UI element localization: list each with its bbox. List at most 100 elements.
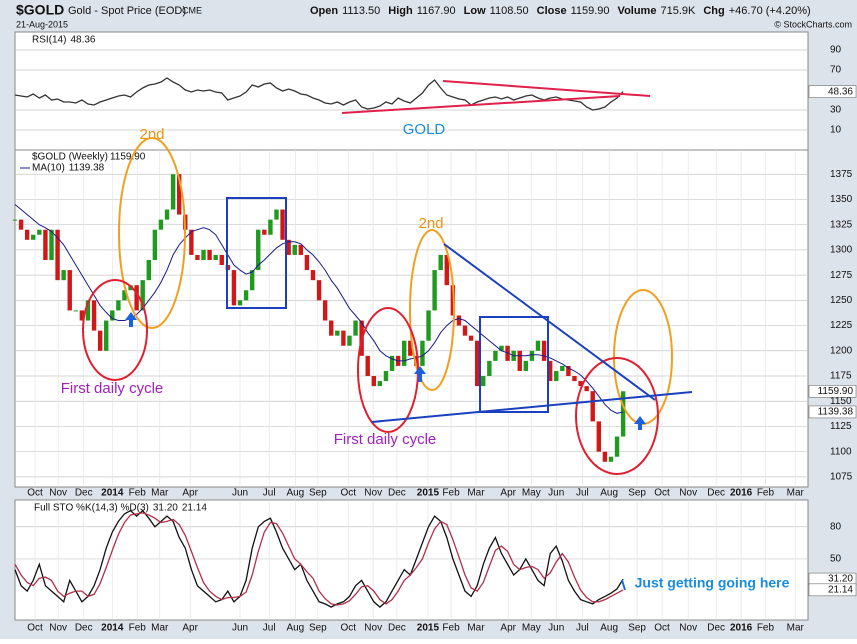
candle-body (110, 310, 115, 321)
candle-body (243, 290, 249, 301)
x-tick-label: 2015 (417, 488, 440, 499)
series-line (14, 512, 624, 606)
series-line (14, 204, 624, 414)
quote-value: +46.70 (+4.20%) (729, 5, 811, 17)
x-tick-label: Nov (679, 623, 697, 634)
box (479, 316, 549, 413)
y-tick-label: 1125 (830, 421, 852, 432)
x-tick-label: Mar (151, 623, 169, 634)
candle-body (146, 259, 151, 281)
x-tick-label: Jul (576, 623, 589, 634)
candle-body (237, 300, 243, 306)
series-line (14, 509, 624, 608)
candle-body (535, 340, 541, 351)
candle-body (414, 355, 419, 366)
candle-body (73, 310, 79, 312)
x-tick-label: Jul (263, 623, 276, 634)
candle-body (280, 209, 285, 240)
candle-body (584, 386, 589, 392)
candle-body (493, 350, 498, 361)
candle-body (213, 254, 218, 260)
x-tick-label: Oct (654, 488, 670, 499)
x-tick-label: Nov (364, 623, 382, 634)
symbol: $GOLD (16, 2, 64, 18)
candle-body (104, 320, 109, 351)
candle-body (347, 335, 352, 346)
y-tick-label: 70 (830, 65, 842, 76)
legend-value: 48.36 (70, 35, 95, 46)
x-tick-label: Apr (182, 488, 198, 499)
trendline (442, 80, 651, 97)
candle-body (176, 174, 182, 215)
annotation: GOLD (403, 121, 446, 138)
y-tick-label: 1350 (830, 194, 853, 205)
x-tick-label: Jul (263, 488, 276, 499)
x-tick-label: Jul (576, 488, 589, 499)
x-tick-label: Oct (27, 488, 43, 499)
candle-body (85, 300, 91, 321)
candle-body (329, 320, 334, 336)
x-tick-label: Sep (628, 623, 646, 634)
series-line (14, 77, 624, 111)
candle-body (402, 340, 407, 366)
y-tick-label: 1375 (830, 169, 853, 180)
legend-value: 31.20 (153, 503, 178, 514)
candle-body (353, 320, 358, 336)
x-tick-label: May (522, 623, 541, 634)
pointer (621, 579, 626, 591)
y-tick-label: 50 (830, 554, 842, 565)
candle-body (201, 249, 206, 260)
x-tick-label: Dec (388, 623, 406, 634)
last-value-label: 1139.38 (818, 407, 854, 418)
x-tick-label: Apr (500, 488, 516, 499)
candle-body (91, 300, 97, 331)
y-tick-label: 10 (830, 125, 842, 136)
candle-body (134, 285, 139, 311)
candle-body (517, 350, 522, 371)
candle-body (620, 391, 626, 437)
candle-body (310, 270, 316, 281)
annotation: First daily cycle (334, 431, 437, 448)
legend-name: $GOLD (Weekly) (32, 152, 108, 163)
arrow (634, 416, 646, 430)
y-tick-label: 1175 (830, 371, 852, 382)
x-tick-label: Mar (787, 488, 805, 499)
last-value-box (808, 583, 857, 597)
panel-title: Full STO %K(14,3) %D(3) (34, 503, 149, 514)
x-tick-label: 2016 (730, 488, 753, 499)
y-tick-label: 1200 (830, 345, 853, 356)
candle-body (24, 229, 30, 240)
candle-body (444, 254, 449, 286)
x-tick-label: Dec (75, 488, 93, 499)
legend-value: 1139.38 (69, 163, 105, 174)
quote: Open 1113.50 High 1167.90 Low 1108.50 Close 115… (310, 5, 811, 17)
x-tick-label: Dec (707, 488, 725, 499)
candle-body (523, 360, 529, 371)
ellipse (82, 279, 148, 381)
candle-body (487, 360, 492, 377)
x-tick-label: Aug (286, 623, 304, 634)
trendline (443, 243, 656, 401)
candle-body (614, 436, 620, 457)
x-tick-label: Oct (340, 488, 356, 499)
candle-body (602, 451, 608, 462)
candle-body (158, 219, 164, 230)
candle-body (195, 254, 200, 260)
candle-body (140, 280, 145, 311)
x-tick-label: 2016 (730, 623, 753, 634)
candle-body (377, 381, 383, 387)
y-tick-label: 1275 (830, 270, 853, 281)
candle-body (383, 370, 389, 382)
candle-body (61, 270, 66, 281)
candle-body (547, 360, 553, 382)
y-tick-label: 1250 (830, 295, 853, 306)
x-tick-label: Apr (500, 623, 516, 634)
quote-label: Volume (618, 5, 657, 17)
ellipse (575, 357, 659, 475)
trendline (341, 95, 621, 114)
candle-body (152, 229, 158, 260)
candle-body (608, 456, 614, 462)
candle-body (97, 330, 103, 351)
date: 21-Aug-2015 (16, 19, 68, 29)
